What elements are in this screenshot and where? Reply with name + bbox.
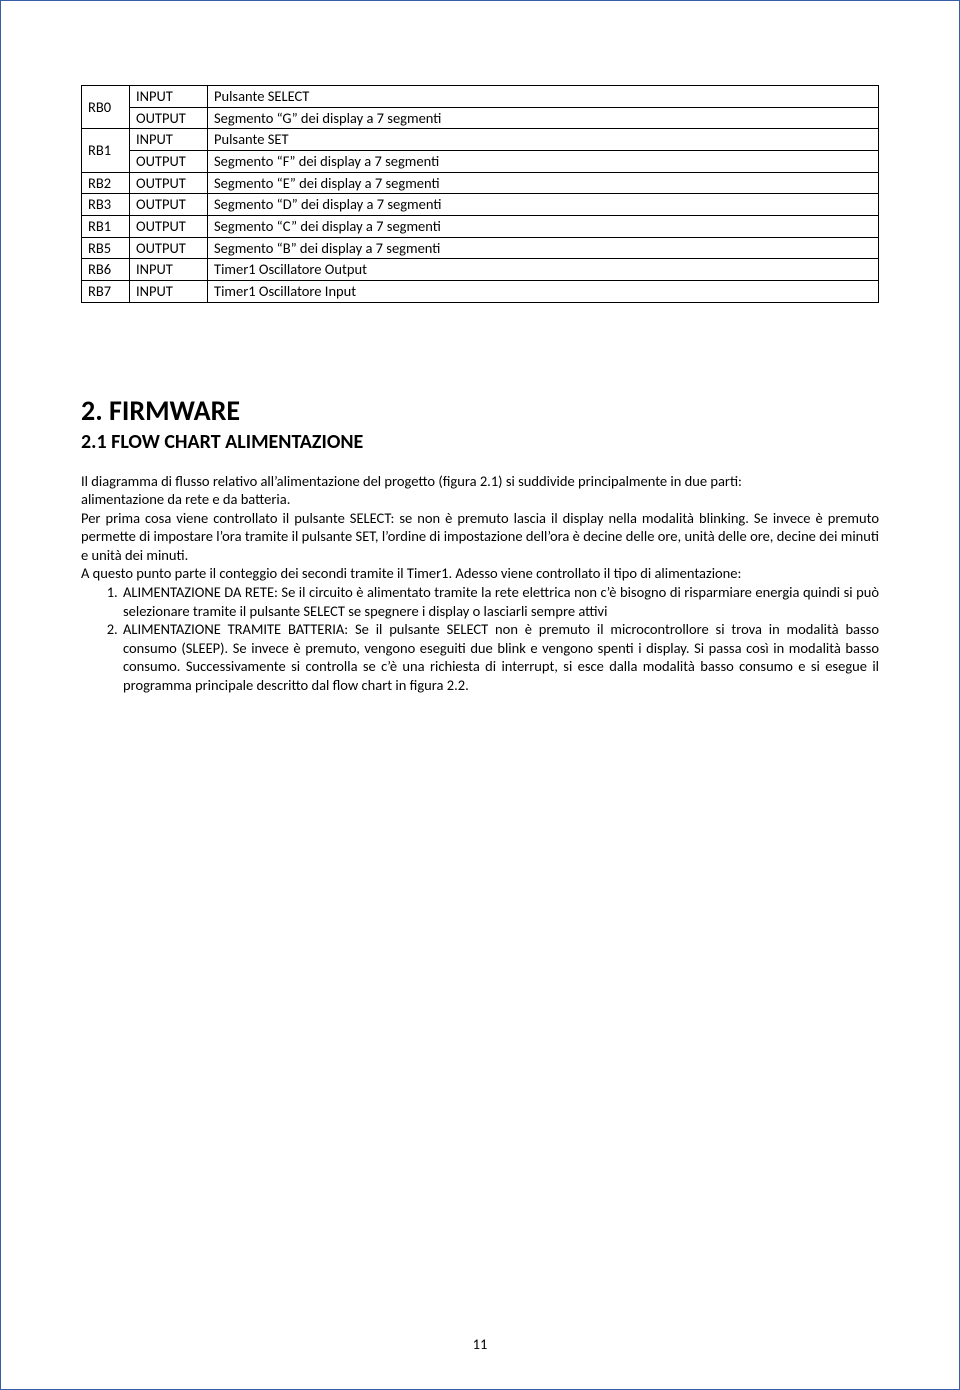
list-item: ALIMENTAZIONE DA RETE: Se il circuito è … — [121, 583, 879, 620]
paragraph: Il diagramma di flusso relativo all’alim… — [81, 472, 879, 491]
table-row: RB2 OUTPUT Segmento “E” dei display a 7 … — [82, 172, 879, 194]
table-row: RB6 INPUT Timer1 Oscillatore Output — [82, 259, 879, 281]
table-row: RB1 INPUT Pulsante SET — [82, 129, 879, 151]
cell-pin: RB5 — [82, 237, 130, 259]
cell-pin: RB0 — [82, 86, 130, 129]
page-number: 11 — [1, 1335, 959, 1353]
table-row: OUTPUT Segmento “G” dei display a 7 segm… — [82, 107, 879, 129]
table-row: RB3 OUTPUT Segmento “D” dei display a 7 … — [82, 194, 879, 216]
cell-desc: Segmento “F” dei display a 7 segmenti — [208, 151, 879, 173]
table-row: RB7 INPUT Timer1 Oscillatore Input — [82, 281, 879, 303]
pin-mapping-table: RB0 INPUT Pulsante SELECT OUTPUT Segment… — [81, 85, 879, 303]
cell-desc: Timer1 Oscillatore Input — [208, 281, 879, 303]
cell-pin: RB1 — [82, 216, 130, 238]
table-row: RB5 OUTPUT Segmento “B” dei display a 7 … — [82, 237, 879, 259]
cell-dir: INPUT — [130, 86, 208, 108]
paragraph: alimentazione da rete e da batteria. — [81, 490, 879, 509]
page: RB0 INPUT Pulsante SELECT OUTPUT Segment… — [0, 0, 960, 1390]
cell-dir: OUTPUT — [130, 172, 208, 194]
numbered-list: ALIMENTAZIONE DA RETE: Se il circuito è … — [81, 583, 879, 694]
cell-desc: Pulsante SET — [208, 129, 879, 151]
cell-desc: Segmento “G” dei display a 7 segmenti — [208, 107, 879, 129]
cell-dir: OUTPUT — [130, 151, 208, 173]
cell-dir: OUTPUT — [130, 237, 208, 259]
table-row: OUTPUT Segmento “F” dei display a 7 segm… — [82, 151, 879, 173]
table-row: RB0 INPUT Pulsante SELECT — [82, 86, 879, 108]
list-item: ALIMENTAZIONE TRAMITE BATTERIA: Se il pu… — [121, 620, 879, 694]
cell-dir: OUTPUT — [130, 107, 208, 129]
cell-pin: RB1 — [82, 129, 130, 172]
subsection-heading: 2.1 FLOW CHART ALIMENTAZIONE — [81, 430, 879, 454]
cell-desc: Segmento “B” dei display a 7 segmenti — [208, 237, 879, 259]
cell-desc: Pulsante SELECT — [208, 86, 879, 108]
cell-dir: INPUT — [130, 259, 208, 281]
cell-desc: Timer1 Oscillatore Output — [208, 259, 879, 281]
section-heading: 2. FIRMWARE — [81, 393, 879, 428]
paragraph: A questo punto parte il conteggio dei se… — [81, 564, 879, 583]
cell-desc: Segmento “D” dei display a 7 segmenti — [208, 194, 879, 216]
cell-pin: RB7 — [82, 281, 130, 303]
cell-pin: RB6 — [82, 259, 130, 281]
cell-pin: RB2 — [82, 172, 130, 194]
cell-desc: Segmento “E” dei display a 7 segmenti — [208, 172, 879, 194]
cell-pin: RB3 — [82, 194, 130, 216]
cell-dir: OUTPUT — [130, 216, 208, 238]
cell-desc: Segmento “C” dei display a 7 segmenti — [208, 216, 879, 238]
paragraph: Per prima cosa viene controllato il puls… — [81, 509, 879, 565]
table-row: RB1 OUTPUT Segmento “C” dei display a 7 … — [82, 216, 879, 238]
cell-dir: OUTPUT — [130, 194, 208, 216]
cell-dir: INPUT — [130, 129, 208, 151]
cell-dir: INPUT — [130, 281, 208, 303]
